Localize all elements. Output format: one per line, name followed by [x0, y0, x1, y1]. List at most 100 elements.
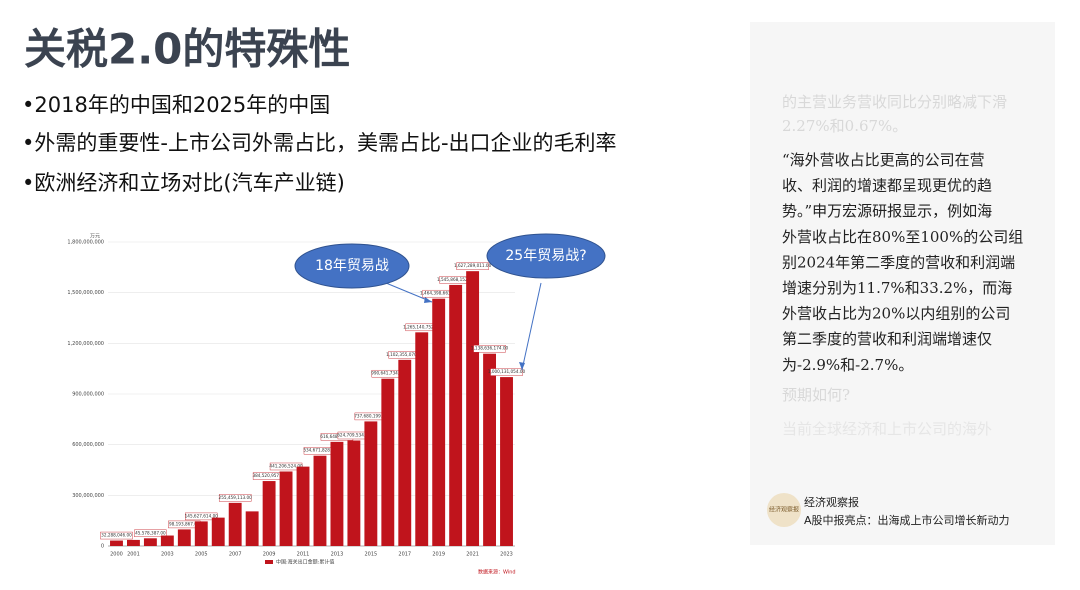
- article-text: “海外营收占比更高的公司在营: [782, 151, 985, 169]
- x-tick-label: 2017: [398, 552, 411, 558]
- arrow-head: [519, 362, 525, 370]
- bar: [330, 441, 344, 546]
- value-label: 737,680,199.00: [354, 413, 388, 418]
- faded-text: 预期如何?: [782, 386, 850, 404]
- arrow-head: [424, 297, 432, 303]
- value-label: 624,709,534.00: [337, 432, 371, 437]
- bullet: •外需的重要性-上市公司外需占比，美需占比-出口企业的毛利率: [22, 131, 617, 155]
- value-label: 534,671,828.00: [303, 448, 337, 453]
- value-label: 255,459,113.00: [219, 495, 253, 500]
- value-label-box: [185, 512, 218, 521]
- value-label-box: [456, 262, 489, 270]
- x-tick-label: 2021: [466, 552, 479, 558]
- article-text: 增速分别为11.7%和33.2%，而海: [782, 279, 1012, 297]
- value-label: 145,627,614.00: [185, 513, 219, 518]
- value-label: 1,102,355,070.00: [386, 352, 424, 357]
- value-label: 1,138,636,174.00: [471, 346, 509, 351]
- x-tick-label: 2003: [161, 552, 174, 558]
- arrow: [521, 282, 542, 371]
- bar: [500, 377, 513, 546]
- y-tick-label: 900,000,000: [72, 392, 104, 398]
- article-text: 为-2.9%和-2.7%。: [782, 356, 913, 374]
- bar: [211, 517, 225, 546]
- value-label-box: [490, 368, 523, 376]
- source: 数据来源：Wind: [478, 569, 516, 576]
- bar: [296, 466, 310, 546]
- y-tick-label: 1,200,000,000: [67, 341, 104, 347]
- faded-text: 2.27%和0.67%。: [782, 117, 907, 135]
- bar: [432, 298, 446, 546]
- bar: [364, 421, 378, 546]
- bar: [177, 529, 191, 546]
- legend-swatch: [265, 560, 273, 564]
- logo-text: 经济观察报: [769, 506, 799, 514]
- faded-text: 当前全球经济和上市公司的海外: [782, 420, 992, 438]
- bullet: •欧洲经济和立场对比(汽车产业链): [22, 171, 345, 195]
- faded-text: 的主营业务营收同比分别略减下滑: [782, 93, 1007, 111]
- x-tick-label: 2009: [263, 552, 276, 558]
- legend-label: 中国:海关出口金额:累计值: [276, 559, 334, 566]
- x-tick-label: 2000: [110, 552, 123, 558]
- callout: [294, 243, 410, 289]
- bar: [279, 471, 293, 546]
- x-tick-label: 2023: [500, 552, 513, 558]
- y-unit: 万元: [90, 234, 100, 240]
- value-label-box: [473, 344, 506, 353]
- y-tick-label: 600,000,000: [72, 442, 104, 448]
- bar: [143, 538, 157, 546]
- value-label: 1,627,289,011.00: [454, 263, 492, 268]
- x-tick-label: 2013: [331, 552, 344, 558]
- x-tick-label: 2019: [432, 552, 445, 558]
- bar: [262, 481, 276, 546]
- bar: [110, 540, 123, 546]
- bar: [449, 284, 463, 546]
- bar: [194, 521, 208, 546]
- article-panel: [750, 22, 1055, 545]
- bar: [126, 539, 140, 546]
- value-label-box: [218, 494, 252, 502]
- bar: [160, 535, 174, 546]
- y-tick-label: 1,500,000,000: [67, 290, 104, 296]
- bar: [415, 332, 429, 546]
- value-label: 98,193,867.00: [169, 521, 200, 526]
- bar: [398, 359, 412, 546]
- article-text: 收、利润的增速都呈现更优的趋: [782, 177, 992, 195]
- value-label: 616,648,387.00: [320, 434, 354, 439]
- bar: [347, 440, 361, 546]
- bar: [228, 502, 242, 546]
- value-label: 32,288,046.00: [101, 533, 132, 538]
- value-label: 990,641,734.00: [371, 371, 405, 376]
- article-text: 第二季度的营收和利润端增速仅: [782, 330, 992, 348]
- article-text: 外营收占比为20%以内组别的公司: [782, 305, 1010, 323]
- callout-text: 25年贸易战?: [505, 248, 586, 264]
- callout: [486, 233, 606, 279]
- value-label: 45,578,387.00: [135, 530, 166, 535]
- article-text: 外营收占比在80%至100%的公司组: [782, 228, 1023, 246]
- callout-text: 18年贸易战: [315, 258, 389, 274]
- x-tick-label: 2005: [195, 552, 208, 558]
- bar: [313, 455, 327, 546]
- article-text: 别2024年第二季度的营收和利润端: [782, 253, 1015, 271]
- arrow: [385, 282, 433, 303]
- value-label-box: [134, 529, 167, 538]
- value-label: 1,000,131,054.00: [488, 369, 526, 374]
- value-label: 1,265,140,752.00: [403, 324, 441, 329]
- bar: [466, 271, 480, 546]
- y-tick-label: 1,800,000,000: [67, 240, 104, 246]
- x-tick-label: 2007: [229, 552, 242, 558]
- bar: [381, 378, 395, 546]
- value-label-box: [100, 531, 133, 540]
- value-label: 1,464,398,663.00: [420, 291, 458, 296]
- y-tick-label: 0: [101, 544, 104, 550]
- bar: [483, 353, 497, 546]
- value-label-box: [269, 462, 303, 471]
- x-tick-label: 2011: [297, 552, 310, 558]
- headline: A股中报亮点：出海成上市公司增长新动力: [804, 513, 1010, 527]
- value-label: 1,545,868,152.00: [437, 277, 475, 282]
- bar: [245, 511, 259, 546]
- source-name: 经济观察报: [804, 495, 859, 509]
- x-tick-label: 2015: [364, 552, 377, 558]
- logo: [767, 493, 801, 527]
- value-label: 384,520,957.00: [252, 473, 286, 478]
